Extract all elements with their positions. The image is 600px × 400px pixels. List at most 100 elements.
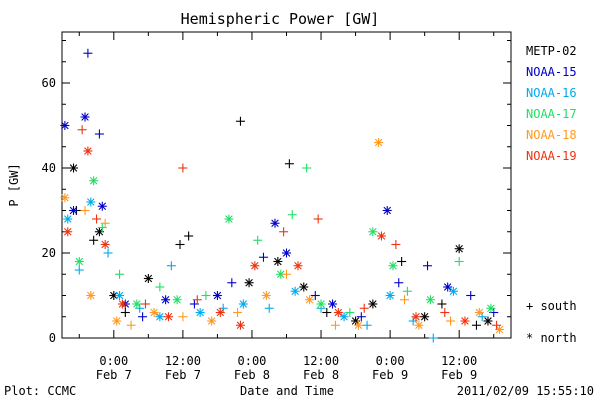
data-point <box>368 227 378 237</box>
data-point <box>138 312 148 322</box>
data-point <box>302 163 312 173</box>
data-point <box>117 299 127 309</box>
data-point <box>253 235 263 245</box>
x-axis-label: Date and Time <box>240 384 334 398</box>
data-point <box>149 308 159 317</box>
plot-timestamp: 2011/02/09 15:55:10 <box>457 384 594 398</box>
data-point <box>313 214 323 224</box>
x-tick-time-label: 0:00 <box>99 354 128 368</box>
data-point <box>423 261 433 271</box>
data-point <box>310 291 320 300</box>
y-axis: 0 20 40 60 <box>42 40 511 345</box>
data-point <box>345 308 355 317</box>
data-point <box>115 269 125 279</box>
data-point <box>261 291 271 300</box>
data-point <box>454 257 464 266</box>
data-point <box>69 163 79 173</box>
data-point <box>178 312 188 322</box>
plot-credit: Plot: CCMC <box>4 384 76 398</box>
data-point <box>437 299 447 309</box>
data-point <box>163 312 173 322</box>
data-point <box>448 286 458 296</box>
data-point <box>207 316 217 326</box>
data-point <box>250 261 260 271</box>
data-point <box>397 257 407 266</box>
legend-entry: NOAA-18 <box>526 128 577 142</box>
data-point <box>60 121 70 130</box>
data-point <box>287 210 297 220</box>
data-point <box>279 227 289 237</box>
data-point <box>100 218 110 228</box>
data-point <box>166 261 176 271</box>
data-point <box>483 316 493 326</box>
data-point <box>233 308 243 317</box>
data-point <box>299 282 309 292</box>
x-tick-time-label: 12:00 <box>441 354 477 368</box>
data-point <box>264 303 274 313</box>
data-point <box>201 291 211 300</box>
data-point <box>353 320 363 330</box>
legend-north-marker: * north <box>526 331 577 345</box>
x-tick-time-label: 0:00 <box>238 354 267 368</box>
data-point <box>440 308 450 317</box>
data-point <box>333 308 343 317</box>
data-point <box>86 197 96 207</box>
data-point <box>227 278 237 288</box>
data-point <box>155 282 165 292</box>
data-point <box>293 261 303 271</box>
data-point <box>316 299 326 309</box>
data-point <box>322 308 332 317</box>
data-point <box>83 48 93 58</box>
data-point <box>80 206 90 215</box>
data-point <box>454 244 464 254</box>
data-point <box>86 291 96 300</box>
data-point <box>394 278 404 288</box>
x-tick-time-label: 12:00 <box>303 354 339 368</box>
data-point <box>155 312 165 322</box>
data-point <box>172 295 182 305</box>
data-point <box>284 159 294 169</box>
x-tick-date-label: Feb 9 <box>441 368 477 382</box>
y-tick-label: 0 <box>49 331 56 345</box>
data-point <box>428 333 438 343</box>
x-tick-date-label: Feb 9 <box>372 368 408 382</box>
data-point <box>446 316 456 326</box>
data-point <box>126 320 136 330</box>
data-point <box>140 299 150 309</box>
data-point <box>382 206 392 215</box>
x-tick-date-label: Feb 8 <box>303 368 339 382</box>
data-point <box>474 308 484 317</box>
data-point <box>224 214 234 224</box>
data-point <box>132 299 142 309</box>
data-point <box>74 265 84 275</box>
data-point <box>330 320 340 330</box>
data-point <box>411 312 421 322</box>
data-point <box>161 295 171 305</box>
data-point <box>60 193 70 203</box>
data-point <box>115 291 125 300</box>
legend-entry: METP-02 <box>526 44 577 58</box>
data-point <box>486 303 496 313</box>
legend-south-marker: + south <box>526 299 577 313</box>
data-point <box>63 214 73 224</box>
data-point <box>391 240 401 249</box>
data-point <box>385 291 395 300</box>
data-point <box>305 295 315 305</box>
data-point <box>471 320 481 330</box>
data-point <box>339 312 349 322</box>
data-point <box>356 312 366 322</box>
data-point <box>420 312 430 322</box>
data-point <box>238 299 248 309</box>
data-point <box>388 261 398 271</box>
data-point <box>273 257 283 266</box>
legend: METP-02 NOAA-15 NOAA-16 NOAA-17 NOAA-18 NOAA-… <box>526 44 577 163</box>
data-point <box>215 308 225 317</box>
x-tick-time-label: 12:00 <box>165 354 201 368</box>
data-point <box>97 201 107 211</box>
data-point <box>89 235 99 245</box>
data-point <box>178 163 188 173</box>
data-point <box>282 269 291 279</box>
data-point <box>94 129 104 139</box>
